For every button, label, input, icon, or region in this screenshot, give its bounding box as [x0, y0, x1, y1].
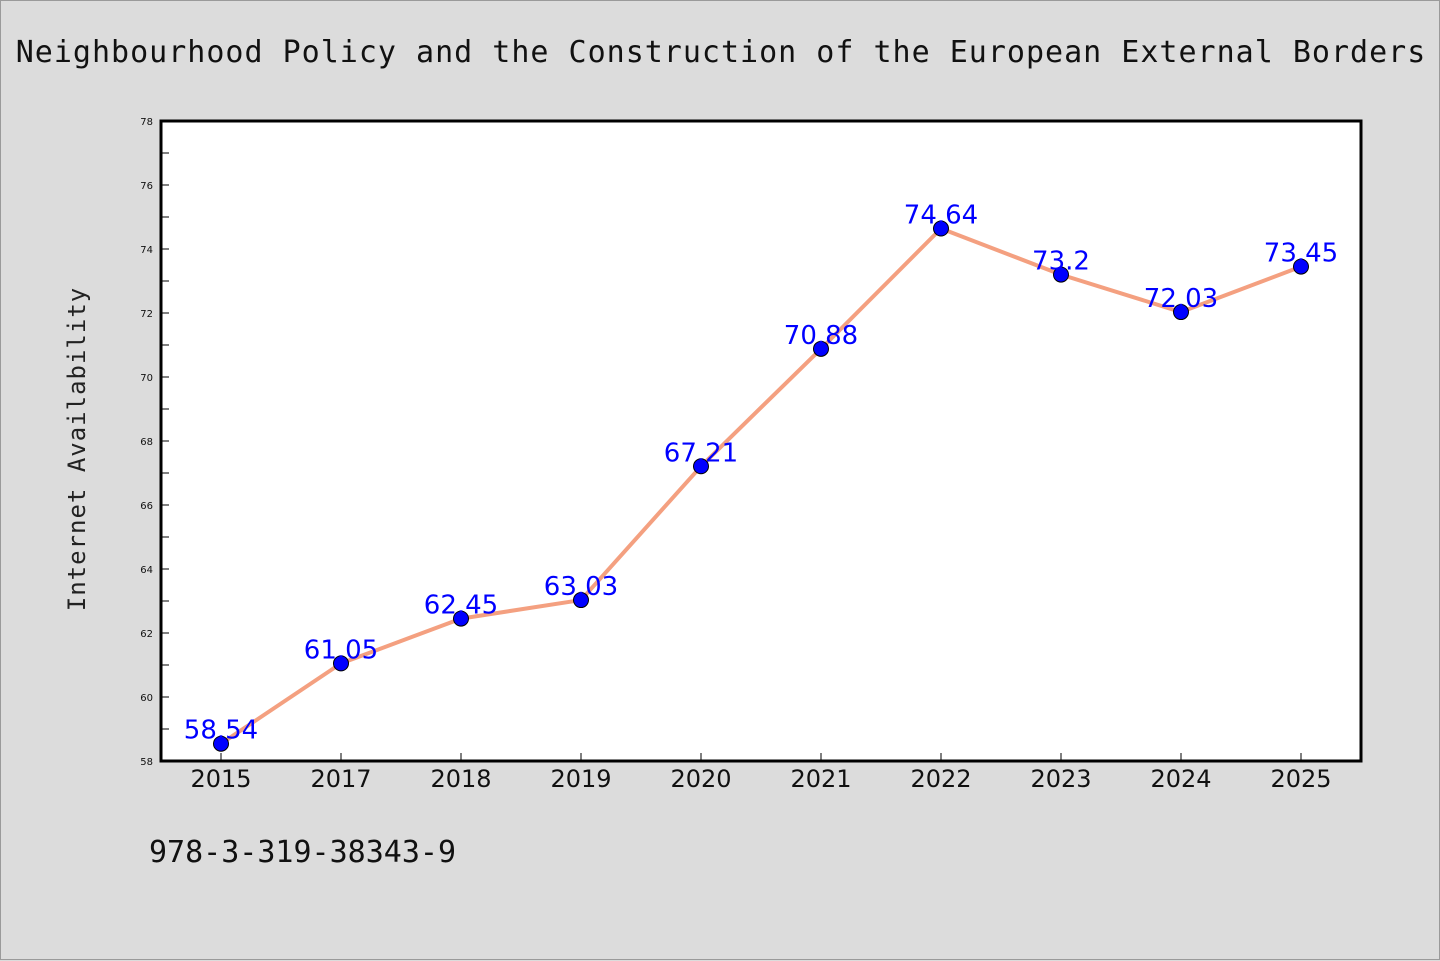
data-label: 61.05: [304, 635, 378, 665]
y-tick-label: 68: [140, 437, 153, 448]
y-tick-label: 66: [140, 501, 153, 512]
data-label: 73.45: [1264, 239, 1338, 269]
x-tick-label: 2022: [910, 765, 971, 793]
data-point: [933, 220, 949, 237]
data-point: [1053, 266, 1069, 283]
y-tick-label: 58: [140, 757, 153, 768]
x-tick-label: 2017: [310, 765, 371, 793]
y-tick-label: 64: [140, 565, 153, 576]
isbn-text: 978-3-319-38343-9: [149, 835, 457, 870]
y-tick-label: 78: [140, 117, 153, 128]
data-label: 58.54: [184, 716, 258, 746]
x-tick-label: 2019: [550, 765, 611, 793]
data-point: [213, 735, 229, 752]
data-point: [1173, 304, 1189, 321]
chart-title: Neighbourhood Policy and the Constructio…: [15, 35, 1427, 70]
data-label: 63.03: [544, 572, 618, 602]
x-tick-label: 2023: [1030, 765, 1091, 793]
data-point: [453, 610, 469, 627]
x-tick-label: 2025: [1270, 765, 1331, 793]
x-tick-label: 2021: [790, 765, 851, 793]
y-tick-label: 62: [140, 629, 153, 640]
y-tick-label: 70: [140, 373, 153, 384]
data-label: 70.88: [784, 321, 858, 351]
x-tick-label: 2018: [430, 765, 491, 793]
series-line: [219, 226, 1302, 746]
y-tick-label: 60: [140, 693, 153, 704]
data-point: [813, 340, 829, 357]
y-tick-label: 76: [140, 181, 153, 192]
y-tick-label: 74: [140, 245, 153, 256]
data-label: 74.64: [904, 201, 978, 231]
x-tick-label: 2024: [1150, 765, 1211, 793]
x-tick-label: 2020: [670, 765, 731, 793]
data-label: 72.03: [1144, 284, 1218, 314]
data-label: 73.2: [1032, 247, 1090, 277]
x-tick-label: 2015: [190, 765, 251, 793]
data-label: 62.45: [424, 591, 498, 621]
data-label: 67.21: [664, 438, 738, 468]
data-point: [333, 655, 349, 672]
data-point: [1293, 258, 1309, 275]
y-tick-label: 72: [140, 309, 153, 320]
data-point: [573, 592, 589, 609]
data-point: [693, 458, 709, 475]
